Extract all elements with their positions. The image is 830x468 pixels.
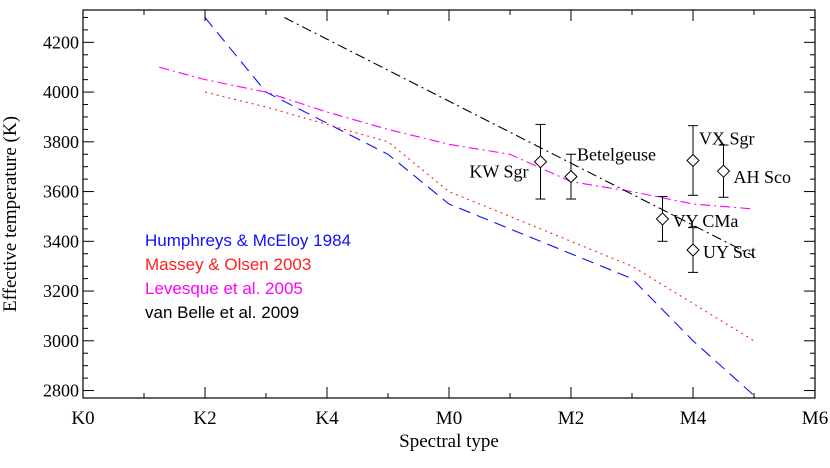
x-axis-label: Spectral type xyxy=(399,431,499,452)
legend: Humphreys & McEloy 1984 Massey & Olsen 20… xyxy=(145,231,351,322)
y-tick-label: 3000 xyxy=(43,331,79,351)
star-point: KW Sgr xyxy=(469,123,548,200)
star-point: VY CMa xyxy=(655,196,739,242)
y-tick-label: 3600 xyxy=(43,182,79,202)
star-point: VX Sgr xyxy=(686,125,755,196)
series-lines xyxy=(159,17,755,396)
diamond-marker xyxy=(655,212,670,226)
star-point: UY Sct xyxy=(686,227,756,273)
star-label: VX Sgr xyxy=(699,128,755,148)
legend-entry: Levesque et al. 2005 xyxy=(145,279,303,298)
series-line xyxy=(204,17,755,396)
star-label: AH Sco xyxy=(734,167,792,187)
star-point: Betelgeuse xyxy=(564,145,656,200)
x-tick-label: M6 xyxy=(802,408,828,429)
y-tick-label: 3800 xyxy=(43,132,79,152)
star-label: KW Sgr xyxy=(469,162,528,182)
x-tick-label: K4 xyxy=(315,408,339,429)
diamond-marker xyxy=(716,164,731,178)
y-tick-label: 3200 xyxy=(43,281,79,301)
y-tick-label: 2800 xyxy=(43,381,79,401)
axis-ticks: 2800 3000 3200 3400 3600 3800 4000 4200 K0 K2 K4 M0… xyxy=(43,10,828,429)
x-tick-label: M0 xyxy=(436,408,462,429)
series-line xyxy=(159,66,755,210)
x-tick-label: K0 xyxy=(71,408,94,429)
star-label: Betelgeuse xyxy=(577,145,656,165)
star-point: AH Sco xyxy=(716,144,792,198)
star-markers: KW Sgr Betelgeuse VY CMa VX Sgr UY Sct AH Sco xyxy=(469,123,792,273)
y-tick-label: 4200 xyxy=(43,32,79,52)
diamond-marker xyxy=(533,155,548,169)
star-label: VY CMa xyxy=(673,211,739,231)
y-axis-label: Effective temperature (K) xyxy=(0,116,21,312)
series-line xyxy=(204,91,755,342)
diamond-marker xyxy=(686,153,700,168)
x-tick-label: K2 xyxy=(193,408,216,429)
series-line xyxy=(284,17,755,257)
x-tick-label: M4 xyxy=(680,408,707,429)
legend-entry: Humphreys & McEloy 1984 xyxy=(145,231,351,250)
y-tick-label: 3400 xyxy=(43,231,79,251)
diamond-marker xyxy=(686,243,700,257)
legend-entry: van Belle et al. 2009 xyxy=(145,303,299,322)
x-tick-label: M2 xyxy=(558,408,584,429)
star-label: UY Sct xyxy=(703,242,756,262)
y-tick-label: 4000 xyxy=(43,82,79,102)
legend-entry: Massey & Olsen 2003 xyxy=(145,255,311,274)
diamond-marker xyxy=(564,169,578,184)
